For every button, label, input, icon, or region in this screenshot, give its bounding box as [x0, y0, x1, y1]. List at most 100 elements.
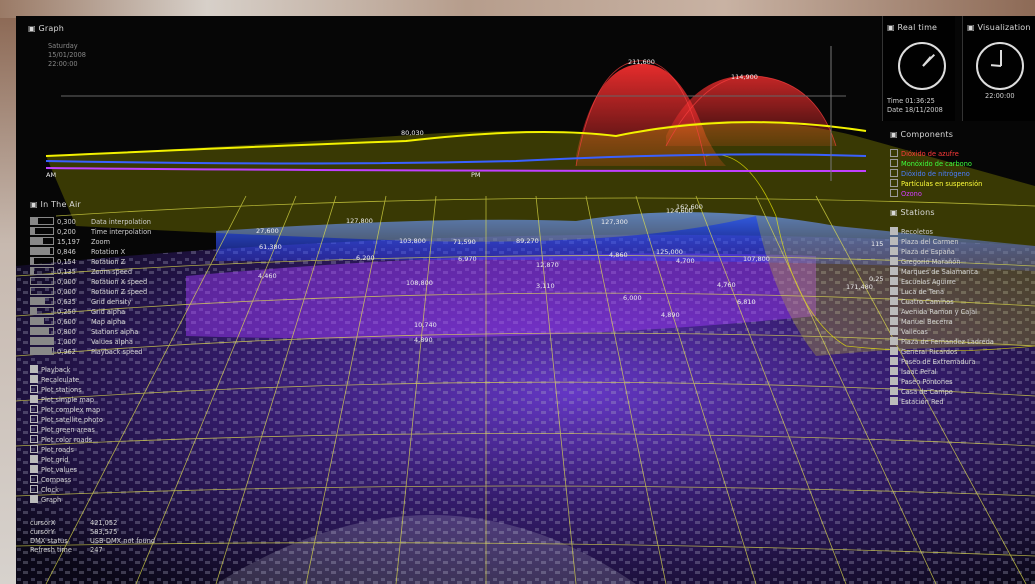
checkbox-icon[interactable]: [890, 267, 898, 275]
checkbox-icon[interactable]: [890, 397, 898, 405]
station-item[interactable]: Manuel Becerra: [890, 317, 994, 327]
slider-row[interactable]: 0,154 Rotation Z: [30, 257, 210, 267]
station-item[interactable]: Paseo Pontones: [890, 377, 994, 387]
checkbox-icon[interactable]: [890, 227, 898, 235]
slider-control[interactable]: [30, 277, 54, 285]
checkbox-icon[interactable]: [890, 387, 898, 395]
station-item[interactable]: Vallecas: [890, 327, 994, 337]
slider-row[interactable]: 0,600 Map alpha: [30, 317, 210, 327]
station-item[interactable]: Paseo de Extremadura: [890, 357, 994, 367]
checkbox-icon[interactable]: [30, 455, 38, 463]
checkbox-icon[interactable]: [30, 495, 38, 503]
station-item[interactable]: Luca de Tena: [890, 287, 994, 297]
slider-control[interactable]: [30, 327, 54, 335]
station-item[interactable]: Estación Red: [890, 397, 994, 407]
slider-control[interactable]: [30, 227, 54, 235]
station-item[interactable]: Avenida Ramon y Cajal: [890, 307, 994, 317]
station-item[interactable]: Escuelas Aguirre: [890, 277, 994, 287]
toggle-row[interactable]: Plot stations: [30, 385, 210, 395]
slider-row[interactable]: 0,135 Zoom speed: [30, 267, 210, 277]
station-item[interactable]: Plaza de Fernandez Ladreda: [890, 337, 994, 347]
station-item[interactable]: Isaac Peral: [890, 367, 994, 377]
toggle-row[interactable]: Plot complex map: [30, 405, 210, 415]
toggle-row[interactable]: Plot satellite photo: [30, 415, 210, 425]
checkbox-icon[interactable]: [30, 415, 38, 423]
checkbox-icon[interactable]: [30, 385, 38, 393]
toggle-row[interactable]: Plot simple map: [30, 395, 210, 405]
slider-row[interactable]: 0,200 Time interpolation: [30, 227, 210, 237]
slider-row[interactable]: 0,962 Playback speed: [30, 347, 210, 357]
slider-control[interactable]: [30, 217, 54, 225]
slider-control[interactable]: [30, 297, 54, 305]
checkbox-icon[interactable]: [890, 307, 898, 315]
checkbox-icon[interactable]: [890, 237, 898, 245]
slider-row[interactable]: 0,000 Rotation Z speed: [30, 287, 210, 297]
slider-row[interactable]: 0,635 Grid density: [30, 297, 210, 307]
toggle-row[interactable]: Recalculate: [30, 375, 210, 385]
slider-row[interactable]: 1,000 Values alpha: [30, 337, 210, 347]
checkbox-icon[interactable]: [890, 377, 898, 385]
toggle-row[interactable]: Plot grid: [30, 455, 210, 465]
toggle-row[interactable]: Clock: [30, 485, 210, 495]
checkbox-icon[interactable]: [890, 357, 898, 365]
slider-control[interactable]: [30, 317, 54, 325]
checkbox-icon[interactable]: [890, 367, 898, 375]
checkbox-icon[interactable]: [890, 317, 898, 325]
slider-control[interactable]: [30, 307, 54, 315]
checkbox-icon[interactable]: [30, 465, 38, 473]
checkbox-icon[interactable]: [890, 189, 898, 197]
station-item[interactable]: Plaza de España: [890, 247, 994, 257]
toggle-row[interactable]: Plot values: [30, 465, 210, 475]
slider-row[interactable]: 0,800 Stations alpha: [30, 327, 210, 337]
checkbox-icon[interactable]: [30, 405, 38, 413]
checkbox-icon[interactable]: [30, 375, 38, 383]
checkbox-icon[interactable]: [890, 327, 898, 335]
slider-control[interactable]: [30, 247, 54, 255]
station-item[interactable]: Casa de Campo: [890, 387, 994, 397]
component-item[interactable]: Monóxido de carbono: [890, 159, 982, 169]
station-item[interactable]: Recoletos: [890, 227, 994, 237]
checkbox-icon[interactable]: [30, 485, 38, 493]
slider-row[interactable]: 0,846 Rotation X: [30, 247, 210, 257]
checkbox-icon[interactable]: [30, 425, 38, 433]
checkbox-icon[interactable]: [890, 277, 898, 285]
checkbox-icon[interactable]: [30, 445, 38, 453]
toggle-row[interactable]: Graph: [30, 495, 210, 505]
checkbox-icon[interactable]: [890, 337, 898, 345]
station-item[interactable]: Marques de Salamanca: [890, 267, 994, 277]
slider-row[interactable]: 0,000 Rotation X speed: [30, 277, 210, 287]
3d-scene[interactable]: [16, 16, 1035, 584]
toggle-row[interactable]: Plot color roads: [30, 435, 210, 445]
station-item[interactable]: Gregorio Marañón: [890, 257, 994, 267]
slider-row[interactable]: 15,197 Zoom: [30, 237, 210, 247]
slider-control[interactable]: [30, 267, 54, 275]
checkbox-icon[interactable]: [890, 169, 898, 177]
component-item[interactable]: Partículas en suspensión: [890, 179, 982, 189]
slider-control[interactable]: [30, 237, 54, 245]
checkbox-icon[interactable]: [890, 149, 898, 157]
checkbox-icon[interactable]: [30, 435, 38, 443]
slider-control[interactable]: [30, 337, 54, 345]
checkbox-icon[interactable]: [890, 179, 898, 187]
checkbox-icon[interactable]: [30, 395, 38, 403]
slider-control[interactable]: [30, 257, 54, 265]
station-item[interactable]: General Ricardos: [890, 347, 994, 357]
checkbox-icon[interactable]: [890, 159, 898, 167]
checkbox-icon[interactable]: [890, 347, 898, 355]
slider-control[interactable]: [30, 287, 54, 295]
slider-control[interactable]: [30, 347, 54, 355]
slider-row[interactable]: 0,250 Grid alpha: [30, 307, 210, 317]
checkbox-icon[interactable]: [890, 247, 898, 255]
checkbox-icon[interactable]: [890, 257, 898, 265]
station-item[interactable]: Cuatro Caminos: [890, 297, 994, 307]
component-item[interactable]: Ozono: [890, 189, 982, 199]
checkbox-icon[interactable]: [30, 475, 38, 483]
toggle-row[interactable]: Playback: [30, 365, 210, 375]
toggle-row[interactable]: Plot green areas: [30, 425, 210, 435]
slider-row[interactable]: 0,300 Data interpolation: [30, 217, 210, 227]
toggle-row[interactable]: Compass: [30, 475, 210, 485]
checkbox-icon[interactable]: [890, 297, 898, 305]
component-item[interactable]: Dióxido de nitrógeno: [890, 169, 982, 179]
checkbox-icon[interactable]: [890, 287, 898, 295]
component-item[interactable]: Dióxido de azufre: [890, 149, 982, 159]
